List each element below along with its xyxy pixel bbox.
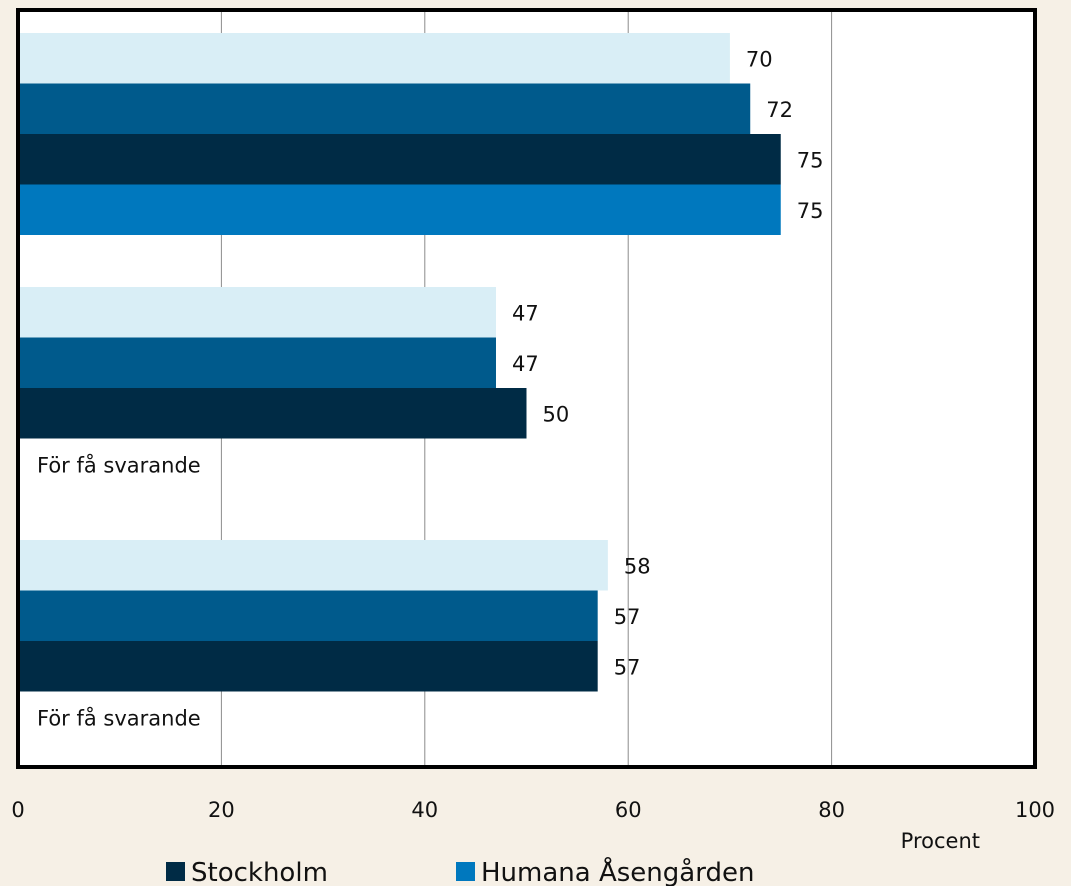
x-axis-label: Procent: [901, 829, 980, 853]
legend-item: Stockholm: [166, 858, 328, 886]
x-tick-label: 60: [615, 798, 642, 822]
bar-value-label: 57: [614, 655, 641, 679]
legend-swatch: [166, 862, 185, 881]
legend-swatch: [456, 862, 475, 881]
bar: [18, 287, 496, 338]
legend-label: Stockholm: [191, 858, 328, 886]
insufficient-respondents-note: För få svarande: [37, 453, 201, 478]
bar-value-label: 50: [543, 402, 570, 426]
bar-series: [18, 33, 781, 692]
x-tick-label: 0: [11, 798, 24, 822]
bar: [18, 641, 598, 692]
legend-item: Humana Åsengården: [456, 856, 754, 886]
x-tick-label: 20: [208, 798, 235, 822]
bar: [18, 388, 527, 439]
bar: [18, 33, 730, 84]
legend-label: Humana Åsengården: [481, 856, 754, 886]
bar: [18, 590, 598, 641]
x-tick-label: 40: [411, 798, 438, 822]
value-labels: 70 47 58 72 47 57 75 50 57 75: [512, 47, 823, 679]
bar: [18, 184, 781, 235]
bar-value-label: 70: [746, 47, 773, 71]
x-tick-label: 100: [1015, 798, 1055, 822]
bar: [18, 134, 781, 185]
bar-value-label: 75: [797, 199, 824, 223]
bar-value-label: 47: [512, 301, 539, 325]
bar-value-label: 47: [512, 352, 539, 376]
bar: [18, 540, 608, 591]
bar-value-label: 57: [614, 605, 641, 629]
legend: länStockholmHumana Åsengården: [166, 856, 754, 886]
bar-value-label: 58: [624, 554, 651, 578]
bar: [18, 83, 751, 134]
bar-value-label: 75: [797, 148, 824, 172]
x-axis-ticks: 0 20 40 60 80 100: [11, 798, 1055, 822]
bar-value-label: 72: [766, 98, 793, 122]
x-tick-label: 80: [818, 798, 845, 822]
category-notes: För få svarande För få svarande: [37, 453, 201, 731]
bar: [18, 337, 496, 388]
insufficient-respondents-note: För få svarande: [37, 706, 201, 731]
plot-frame: [16, 8, 1037, 769]
